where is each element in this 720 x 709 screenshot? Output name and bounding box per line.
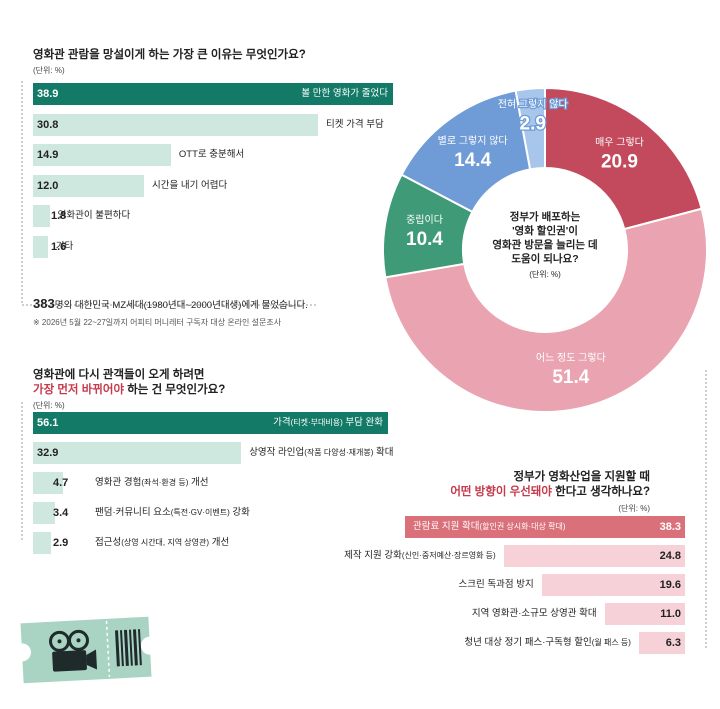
chart2-category-label: 가격(티켓·부대비용) 부담 완화: [273, 417, 383, 428]
chart2-title-highlight: 가장 먼저 바뀌어야: [33, 384, 125, 396]
chart2-title-line1: 영화관에 다시 관객들이 오게 하려면: [33, 369, 205, 381]
chart1-category-label: 시간을 내기 어렵다: [152, 179, 228, 191]
donut-chart: 매우 그렇다 20.9 어느 정도 그렇다 51.4 중립이다 10.4 별로 그렇지 않다…: [382, 86, 708, 413]
chart2-title: 영화관에 다시 관객들이 오게 하려면 가장 먼저 바뀌어야 하는 건 무엇인가…: [33, 368, 225, 398]
chart1-title: 영화관 관람을 망설이게 하는 가장 큰 이유는 무엇인가요?: [33, 49, 306, 61]
chart4-value: 6.3: [665, 637, 681, 649]
donut-title-line3: 영화관 방문을 늘리는 데: [492, 239, 598, 251]
chart1-category-label: 볼 만한 영화가 줄었다: [301, 88, 388, 99]
donut-center-title: 정부가 배포하는 '영화 할인권'이 영화관 방문을 늘리는 데 도움이 되나요…: [465, 210, 625, 282]
survey-description: 명의 대한민국 MZ세대(1980년대~2000년대생)에게 물었습니다.: [54, 300, 308, 311]
chart2-bar: [33, 472, 63, 494]
chart4-title-line1: 정부가 영화산업을 지원할 때: [513, 471, 650, 483]
chart4-value: 24.8: [659, 550, 681, 562]
chart2-bar: [33, 412, 388, 434]
chart4-title-highlight: 어떤 방향이 우선돼야: [450, 486, 552, 498]
donut-title-line1: 정부가 배포하는: [509, 211, 581, 223]
donut-category-label: 별로 그렇지 않다: [438, 134, 508, 147]
chart1-value: 14.9: [37, 149, 59, 161]
donut-slice: [514, 86, 546, 171]
chart4-category-label: 지역 영화관·소규모 상영관 확대: [471, 608, 597, 619]
donut-category-label: 어느 정도 그렇다: [536, 351, 606, 364]
survey-note: 383명의 대한민국 MZ세대(1980년대~2000년대생)에게 물었습니다.: [33, 296, 308, 311]
chart1-value: 30.8: [37, 118, 59, 131]
chart4-bar: [405, 516, 685, 538]
donut-category-label: 전혀 그렇지 않다: [498, 98, 568, 111]
chart1-category-label: 티켓 가격 부담: [326, 118, 384, 130]
donut-category-label: 매우 그렇다: [595, 135, 644, 148]
chart4-unit: (단위: %): [618, 504, 650, 513]
chart2-value: 2.9: [53, 537, 69, 549]
chart4-category-label: 제작 지원 강화(신인·중저예산·장르영화 등): [344, 550, 496, 561]
chart4-bar: [503, 545, 685, 567]
chart4-title: 정부가 영화산업을 지원할 때 어떤 방향이 우선돼야 한다고 생각하나요?: [450, 470, 650, 500]
movie-ticket-icon: [20, 616, 152, 684]
chart4-bar: [638, 632, 685, 654]
chart2-title-rest: 하는 건 무엇인가요?: [124, 384, 226, 396]
chart2-bar: [33, 502, 55, 524]
chart2-category-label: 영화관 경험(좌석·환경 등) 개선: [95, 477, 209, 488]
chart1-value: 38.9: [37, 88, 59, 100]
chart4-bar: [604, 603, 685, 625]
chart2-value: 32.9: [37, 447, 59, 459]
chart4-bar: [541, 574, 685, 596]
chart1-bar: [33, 113, 319, 136]
chart4-value: 19.6: [659, 579, 681, 591]
chart2-category-label: 팬덤·커뮤니티 요소(특전·GV·이벤트) 강화: [95, 507, 250, 518]
chart1-unit: (단위: %): [33, 66, 65, 75]
donut-value-label: 14.4: [454, 150, 491, 171]
donut-unit: (단위: %): [529, 270, 561, 279]
donut-value-label: 51.4: [552, 367, 589, 388]
chart2-bar: [33, 532, 52, 554]
chart2-value: 3.4: [53, 507, 69, 519]
donut-title-line4: 도움이 되나요?: [511, 253, 579, 265]
chart1-bar: [33, 205, 50, 227]
donut-slice: [384, 207, 708, 413]
donut-value-label: 10.4: [406, 229, 443, 250]
chart2-category-label: 접근성(상영 시간대, 지역 상영관) 개선: [95, 537, 230, 548]
chart2-bar: [33, 442, 242, 464]
chart4-value: 11.0: [660, 608, 681, 620]
chart2-value: 56.1: [37, 417, 59, 429]
donut-slice: [544, 86, 703, 231]
chart4-category-label: 청년 대상 정기 패스·구독형 할인(월 패스 등): [464, 637, 631, 648]
donut-category-label: 중립이다: [406, 213, 443, 226]
chart2-unit: (단위: %): [33, 401, 65, 410]
chart4-category-label: 스크린 독과점 방지: [458, 579, 534, 590]
chart2-value: 4.7: [53, 477, 69, 489]
chart4-value: 38.3: [659, 521, 681, 533]
chart1-category-label: 영화관이 불편하다: [57, 210, 131, 221]
donut-value-label: 2.9: [520, 114, 546, 135]
respondent-count: 383: [33, 296, 55, 311]
donut-title-line2: '영화 할인권'이: [512, 225, 578, 237]
chart1-bar: [33, 235, 48, 258]
chart1-value: 12.0: [37, 179, 59, 192]
chart1-category-label: OTT로 충분해서: [178, 149, 245, 160]
donut-value-label: 20.9: [601, 151, 638, 172]
chart1-category-label: 기타: [55, 240, 74, 252]
survey-footnote: ※ 2026년 5월 22~27일까지 어피티 머니레터 구독자 대상 온라인 …: [33, 318, 282, 327]
chart4-category-label: 관람료 지원 확대(할인권 상시화·대상 확대): [413, 521, 566, 532]
chart4-title-rest: 한다고 생각하나요?: [551, 486, 650, 498]
chart2-category-label: 상영작 라인업(작품 다양성·재개봉) 확대: [249, 447, 394, 458]
